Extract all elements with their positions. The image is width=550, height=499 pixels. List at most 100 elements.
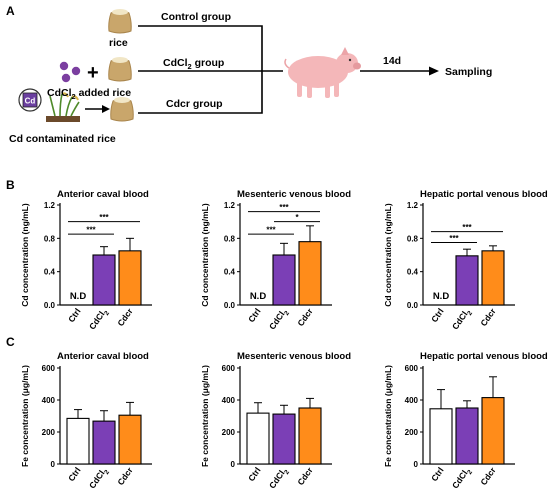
- x-tick-label: CdCl2: [450, 465, 474, 492]
- y-tick-label: 0: [231, 460, 236, 469]
- x-tick-label: Cdcr: [115, 306, 135, 328]
- bar-ctrl: [66, 417, 90, 465]
- y-tick-label: 0: [414, 460, 419, 469]
- cd-rice-arrow-head: [102, 105, 110, 113]
- significance-label: ***: [279, 203, 289, 212]
- bar-cdcr: [298, 407, 322, 465]
- y-tick-label: 200: [222, 428, 236, 437]
- not-detected-label: N.D: [250, 291, 267, 302]
- cd-badge-text: Cd: [25, 97, 36, 106]
- y-axis-label: Cd concentration (ng/mL): [383, 203, 393, 307]
- schematic: + Cd rice CdCl2 added rice Cd contaminat…: [9, 9, 492, 145]
- cdcl2-molecule-icon: [59, 61, 81, 83]
- schematic-lines: [85, 25, 430, 114]
- chart-title: Anterior caval blood: [57, 351, 149, 362]
- significance-label: ***: [99, 213, 109, 222]
- y-tick-label: 400: [42, 396, 56, 405]
- chart-c-3: Hepatic portal venous blood Fe concentrat…: [383, 351, 548, 492]
- x-tick-label: Cdcr: [295, 306, 315, 328]
- bar-cdcr: [118, 414, 142, 465]
- x-tick-label: Ctrl: [246, 465, 263, 483]
- y-axis-label: Fe concentration (μg/mL): [20, 365, 30, 467]
- chart-title: Hepatic portal venous blood: [420, 351, 548, 362]
- bar-cdcl2: [272, 413, 296, 465]
- significance-label: ***: [462, 223, 472, 232]
- chart-title: Mesenteric venous blood: [237, 189, 351, 200]
- sampling-arrow-head: [429, 66, 439, 76]
- x-tick-label: CdCl2: [267, 306, 291, 333]
- panel-label-c: C: [6, 335, 15, 349]
- x-tick-label: Cdcr: [478, 465, 498, 487]
- cd-contaminated-rice-label: Cd contaminated rice: [9, 133, 116, 145]
- x-tick-label: Ctrl: [66, 306, 83, 324]
- y-axis-label: Cd concentration (ng/mL): [20, 203, 30, 307]
- group-bracket: [138, 25, 263, 114]
- charts: Anterior caval blood Cd concentration (ng…: [20, 189, 548, 492]
- chart-title: Hepatic portal venous blood: [420, 189, 548, 200]
- significance-label: ***: [449, 234, 459, 243]
- y-tick-label: 0.4: [44, 268, 56, 277]
- pig-icon: [284, 47, 361, 98]
- bar-cdcr: [481, 397, 505, 465]
- y-tick-label: 1.2: [224, 201, 236, 210]
- chart-c-2: Mesenteric venous blood Fe concentration …: [200, 351, 351, 492]
- chart-b-2: Mesenteric venous blood Cd concentration …: [200, 189, 351, 333]
- x-tick-label: Ctrl: [429, 306, 446, 324]
- y-axis-label: Fe concentration (μg/mL): [383, 365, 393, 467]
- bar-cdcr: [118, 250, 142, 306]
- cdcr-group-label: Cdcr group: [166, 98, 223, 110]
- x-tick-label: CdCl2: [87, 465, 111, 492]
- x-tick-label: Ctrl: [246, 306, 263, 324]
- x-tick-label: Ctrl: [66, 465, 83, 483]
- y-tick-label: 0.0: [407, 301, 419, 310]
- x-tick-label: Cdcr: [115, 465, 135, 487]
- x-tick-label: Cdcr: [478, 306, 498, 328]
- bar-cdcl2: [92, 254, 116, 306]
- not-detected-label: N.D: [433, 291, 450, 302]
- x-tick-label: CdCl2: [450, 306, 474, 333]
- not-detected-label: N.D: [70, 291, 87, 302]
- y-tick-label: 0.0: [44, 301, 56, 310]
- y-tick-label: 400: [222, 396, 236, 405]
- y-tick-label: 0.4: [407, 268, 419, 277]
- x-tick-label: Ctrl: [429, 465, 446, 483]
- bar-ctrl: [429, 408, 453, 465]
- chart-b-3: Hepatic portal venous blood Cd concentrat…: [383, 189, 548, 333]
- y-tick-label: 1.2: [44, 201, 56, 210]
- bar-cdcr: [298, 241, 322, 306]
- cdcl2-rice-sack-icon: [108, 57, 132, 82]
- rice-sack-icon: [108, 9, 132, 34]
- x-tick-label: CdCl2: [87, 306, 111, 333]
- y-tick-label: 600: [222, 364, 236, 373]
- chart-c-1: Anterior caval blood Fe concentration (μg…: [20, 351, 152, 492]
- y-tick-label: 0.4: [224, 268, 236, 277]
- significance-label: ***: [266, 226, 276, 235]
- rice-plant-icon: [46, 92, 80, 122]
- y-tick-label: 600: [405, 364, 419, 373]
- y-tick-label: 0.8: [44, 234, 56, 243]
- y-tick-label: 1.2: [407, 201, 419, 210]
- significance-label: ***: [86, 226, 96, 235]
- significance-label: *: [295, 213, 299, 222]
- plus-icon: +: [87, 62, 99, 84]
- cd-badge-icon: Cd: [18, 88, 42, 112]
- bar-cdcr: [481, 250, 505, 306]
- cdcl2-rice-label: CdCl2 added rice: [47, 87, 131, 101]
- y-tick-label: 0.0: [224, 301, 236, 310]
- x-tick-label: Cdcr: [295, 465, 315, 487]
- y-axis-label: Fe concentration (μg/mL): [200, 365, 210, 467]
- cd-rice-sack-icon: [110, 97, 134, 122]
- y-tick-label: 600: [42, 364, 56, 373]
- rice-label: rice: [109, 37, 128, 49]
- bar-cdcl2: [455, 255, 479, 306]
- y-tick-label: 0.8: [224, 234, 236, 243]
- bar-cdcl2: [272, 254, 296, 306]
- y-tick-label: 400: [405, 396, 419, 405]
- chart-title: Anterior caval blood: [57, 189, 149, 200]
- bar-cdcl2: [455, 407, 479, 465]
- cdcl2-group-label: CdCl2 group: [163, 57, 224, 71]
- x-tick-label: CdCl2: [267, 465, 291, 492]
- y-axis-label: Cd concentration (ng/mL): [200, 203, 210, 307]
- bar-cdcl2: [92, 420, 116, 465]
